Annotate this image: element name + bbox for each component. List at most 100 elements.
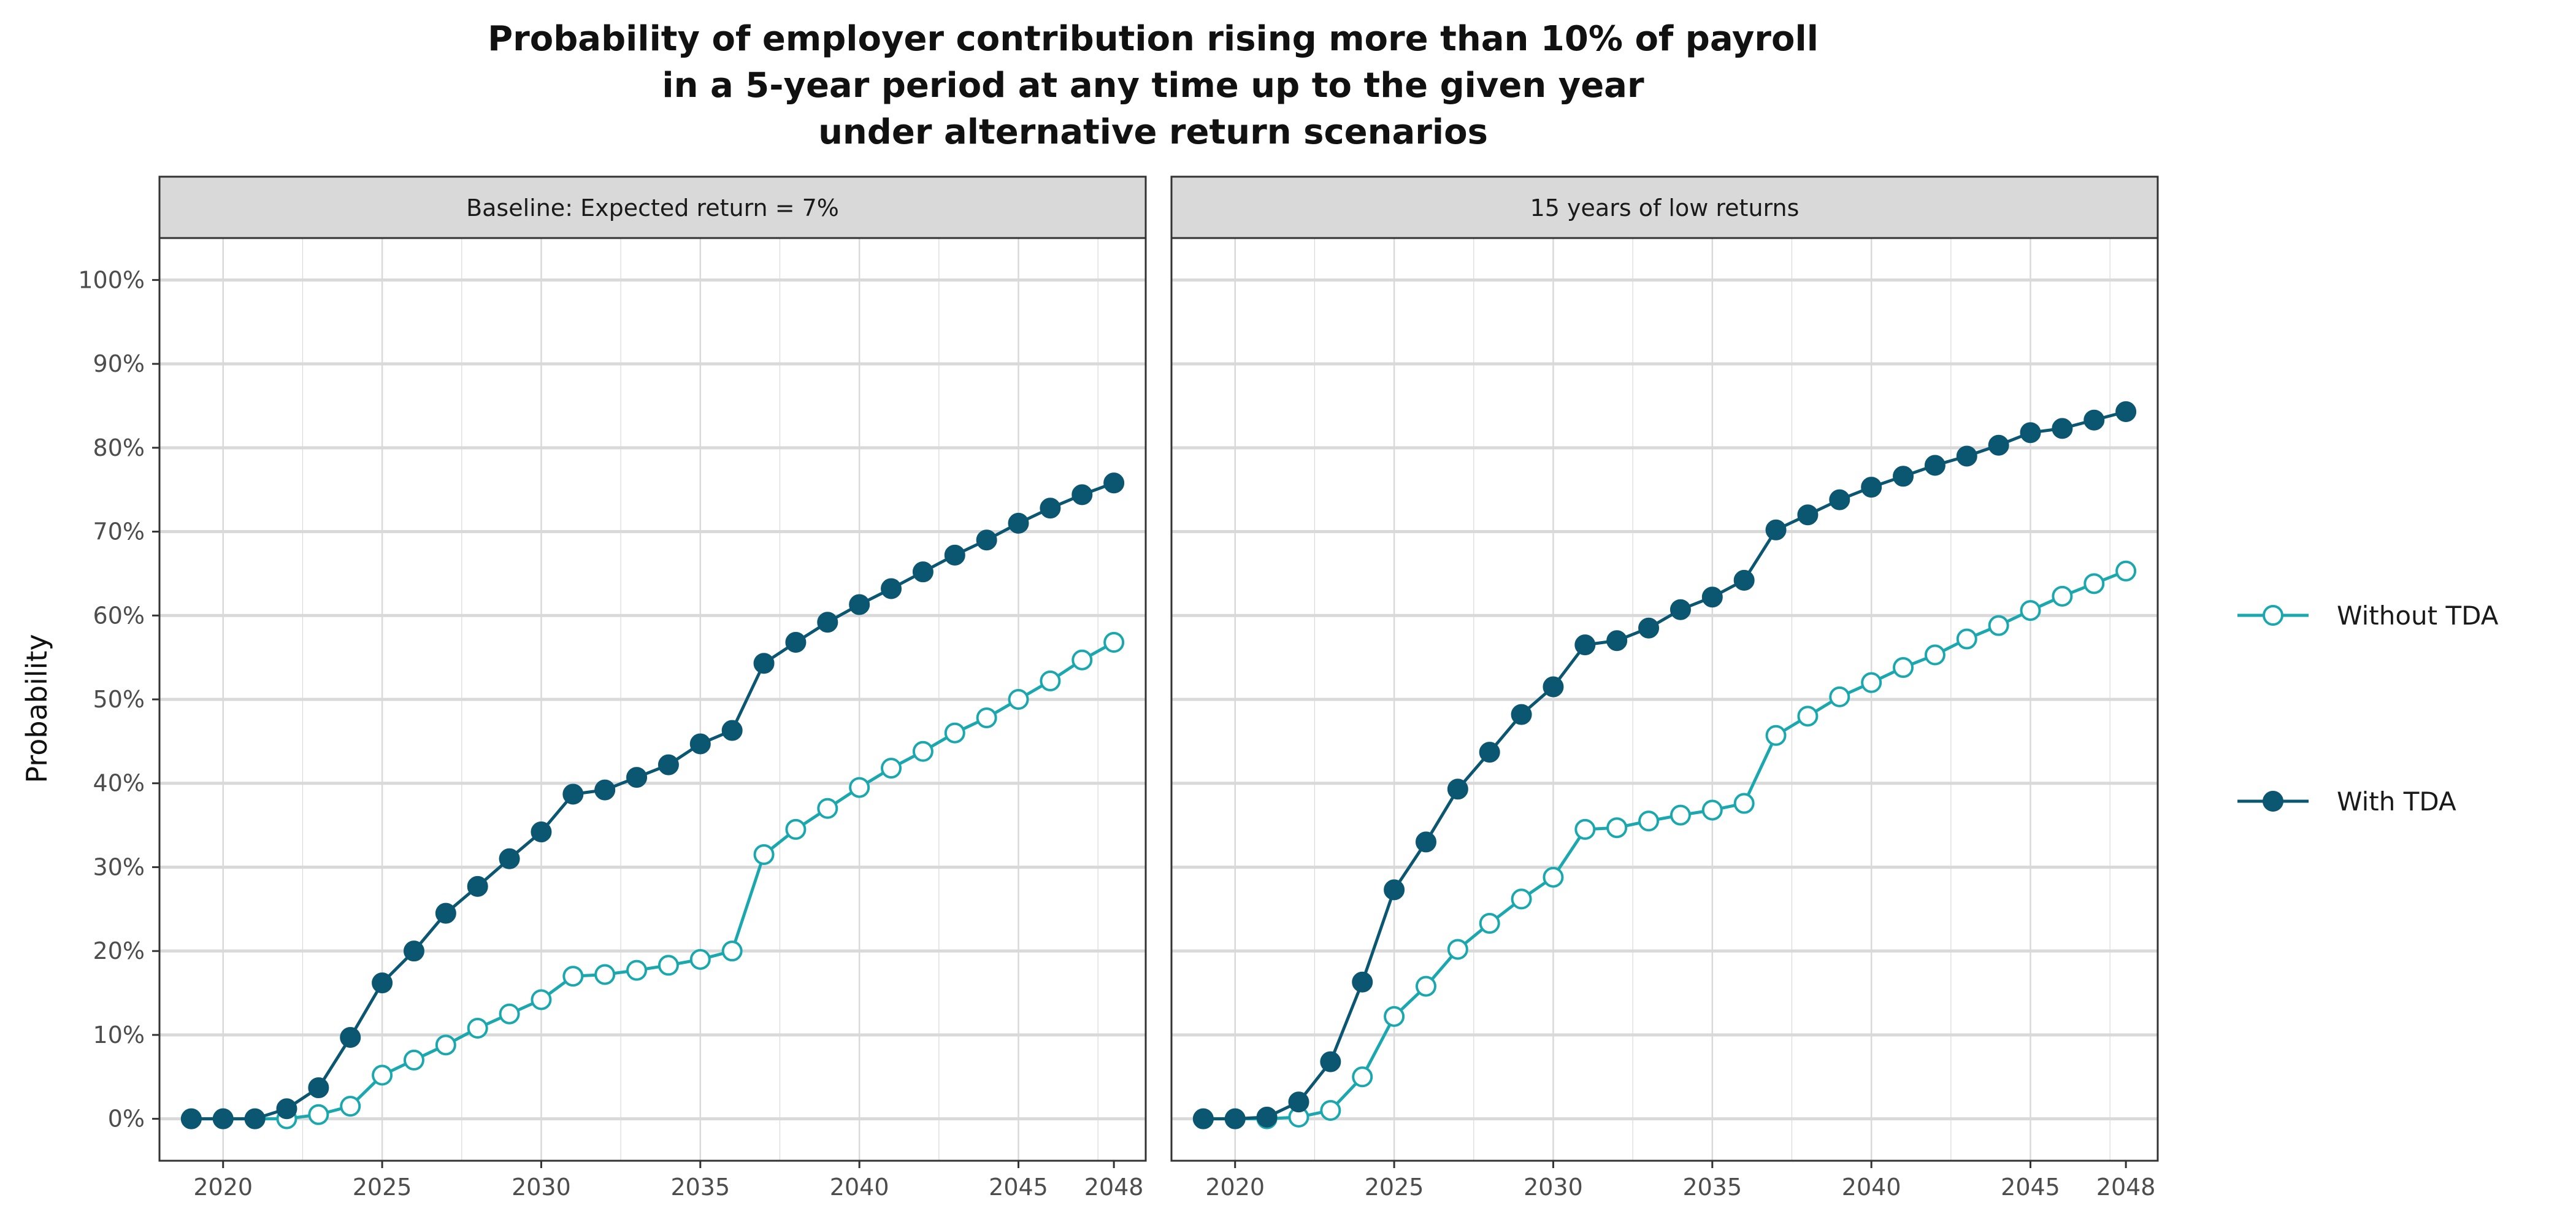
y-tick-label: 70% — [93, 518, 145, 545]
data-point-without-tda — [594, 964, 616, 985]
data-point-with-tda — [531, 821, 552, 843]
x-tick-label: 2040 — [1842, 1174, 1901, 1201]
data-point-without-tda — [849, 777, 870, 798]
x-tick-label: 2020 — [1205, 1174, 1265, 1201]
data-point-without-tda — [1861, 672, 1882, 693]
data-point-without-tda — [1606, 817, 1628, 839]
data-point-without-tda — [626, 960, 648, 981]
x-tick-label: 2035 — [670, 1174, 730, 1201]
data-point-without-tda — [340, 1096, 361, 1117]
data-point-without-tda — [912, 740, 933, 762]
x-tick-label: 2048 — [1084, 1174, 1144, 1201]
data-point-with-tda — [1103, 472, 1125, 494]
data-point-without-tda — [1543, 866, 1564, 888]
data-point-without-tda — [1829, 686, 1850, 707]
data-point-with-tda — [1829, 489, 1850, 510]
data-point-without-tda — [562, 966, 584, 987]
data-point-with-tda — [689, 733, 711, 755]
data-point-with-tda — [976, 529, 997, 551]
data-point-without-tda — [1701, 799, 1723, 821]
data-point-with-tda — [1861, 477, 1882, 498]
facet-strip-label: 15 years of low returns — [1530, 194, 1800, 221]
facet-strip — [1170, 175, 2159, 239]
data-point-with-tda — [1447, 779, 1468, 800]
legend-item-with-tda: With TDA — [2237, 787, 2456, 817]
data-point-with-tda — [721, 720, 743, 741]
data-point-with-tda — [403, 940, 424, 962]
data-point-with-tda — [2020, 422, 2041, 444]
data-point-with-tda — [562, 783, 584, 805]
data-point-with-tda — [2083, 409, 2105, 431]
data-point-with-tda — [1543, 676, 1564, 698]
y-tick-label: 60% — [93, 602, 145, 629]
y-tick-label: 30% — [93, 853, 145, 880]
y-tick-label: 20% — [93, 937, 145, 964]
x-tick-label: 2025 — [353, 1174, 412, 1201]
x-tick-label: 2048 — [2096, 1174, 2156, 1201]
legend-key-marker — [2263, 605, 2283, 626]
data-point-with-tda — [657, 754, 679, 775]
y-tick-label: 80% — [93, 434, 145, 461]
data-point-with-tda — [372, 972, 393, 994]
facet-panel: Baseline: Expected return = 7% 2020 2025 20… — [78, 175, 1147, 1201]
data-point-with-tda — [1008, 512, 1029, 534]
data-point-with-tda — [594, 779, 616, 801]
legend-label: With TDA — [2337, 787, 2456, 817]
data-point-without-tda — [1071, 649, 1093, 671]
data-point-without-tda — [1415, 975, 1436, 997]
legend-key-marker — [2263, 791, 2283, 812]
data-point-with-tda — [1320, 1051, 1341, 1072]
panel-border — [1170, 237, 2159, 1162]
data-point-with-tda — [435, 902, 456, 924]
data-point-with-tda — [785, 632, 807, 653]
data-point-with-tda — [1288, 1091, 1309, 1113]
data-point-with-tda — [1352, 971, 1373, 993]
data-point-with-tda — [2115, 401, 2137, 423]
legend-item-without-tda: Without TDA — [2237, 601, 2499, 631]
data-point-without-tda — [1103, 632, 1125, 653]
data-point-with-tda — [1701, 587, 1723, 608]
x-tick-label: 2035 — [1682, 1174, 1742, 1201]
data-point-without-tda — [499, 1003, 520, 1025]
data-point-without-tda — [785, 818, 807, 840]
data-point-without-tda — [308, 1104, 329, 1125]
x-tick-label: 2030 — [1524, 1174, 1583, 1201]
data-point-without-tda — [1384, 1006, 1405, 1027]
chart-title-line-3: under alternative return scenarios — [818, 112, 1488, 152]
legend-label: Without TDA — [2337, 601, 2499, 631]
data-point-without-tda — [1447, 939, 1468, 960]
data-point-with-tda — [1893, 466, 1914, 487]
data-point-with-tda — [308, 1077, 329, 1099]
x-tick-label: 2045 — [989, 1174, 1048, 1201]
data-point-without-tda — [1956, 628, 1977, 650]
data-point-with-tda — [1574, 634, 1596, 656]
y-tick-label: 90% — [93, 350, 145, 377]
data-point-without-tda — [1511, 888, 1532, 910]
data-point-with-tda — [499, 848, 520, 869]
y-axis-title: Probability — [20, 634, 53, 783]
data-point-without-tda — [1320, 1099, 1341, 1121]
data-point-without-tda — [1797, 706, 1819, 727]
data-point-with-tda — [1479, 742, 1500, 763]
data-point-without-tda — [2083, 573, 2105, 594]
data-point-without-tda — [1040, 670, 1061, 691]
facet-strip-label: Baseline: Expected return = 7% — [466, 194, 839, 221]
legend: Without TDA With TDA — [2237, 601, 2499, 817]
data-point-with-tda — [1224, 1108, 1246, 1129]
data-point-without-tda — [1638, 810, 1660, 832]
chart-title-line-1: Probability of employer contribution ris… — [488, 19, 1819, 59]
x-tick-label: 2040 — [830, 1174, 889, 1201]
data-point-with-tda — [1071, 484, 1093, 506]
data-point-without-tda — [753, 844, 775, 865]
x-tick-label: 2025 — [1365, 1174, 1424, 1201]
x-tick-label: 2030 — [512, 1174, 571, 1201]
data-point-without-tda — [372, 1064, 393, 1086]
data-point-with-tda — [626, 767, 648, 788]
data-point-with-tda — [1415, 831, 1436, 853]
data-point-without-tda — [1893, 657, 1914, 679]
data-point-with-tda — [340, 1027, 361, 1048]
data-point-without-tda — [1988, 615, 2009, 636]
data-point-with-tda — [2052, 418, 2073, 439]
data-point-with-tda — [1606, 630, 1628, 652]
data-point-with-tda — [1956, 445, 1977, 467]
